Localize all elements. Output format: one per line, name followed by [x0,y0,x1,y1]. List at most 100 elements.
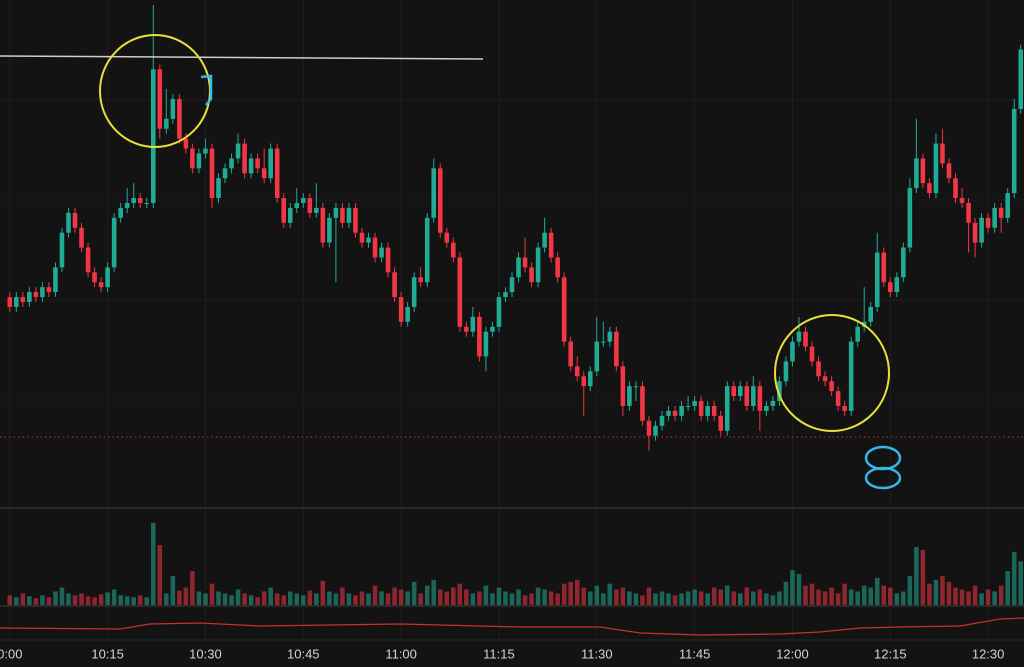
candle-body [933,143,939,194]
candle-body [979,217,984,243]
candle-body [287,207,293,223]
volume-bar [724,585,730,605]
candle-body [868,306,874,322]
volume-bar [535,587,541,605]
candle-body [46,287,52,293]
volume-bar [529,593,534,605]
volume-bar [594,585,600,605]
candle-body [477,316,482,357]
candle-body [470,316,476,332]
candle-body [672,410,678,416]
volume-bar [855,591,860,605]
volume-bar [457,583,463,605]
candle-body [503,292,508,298]
volume-bar [118,595,123,605]
candle-body [653,425,658,436]
candle-body [150,69,156,203]
candle-body [118,207,123,218]
candle-body [927,183,932,194]
candle-body [1018,49,1024,109]
volume-bar [822,591,828,605]
volume-bar [203,593,208,605]
candle-body [985,217,991,228]
candle-body [424,217,430,283]
candle-body [33,292,39,298]
candle-body [229,158,234,169]
volume-bar [640,595,645,605]
candle-body [483,331,489,357]
candle-body [829,381,834,392]
candle-body [405,306,410,322]
candle-body [333,207,339,218]
volume-bar [209,583,215,605]
volume-bar [451,587,456,605]
volume-bar [516,589,521,605]
volume-bar [59,587,65,605]
x-tick-label: 12:15 [874,646,907,661]
volume-bar [464,589,469,605]
volume-bar [27,596,32,605]
candle-body [170,99,176,119]
highlight-circle [774,314,890,432]
candle-body [614,331,619,367]
candle-body [855,326,860,342]
volume-bar [424,585,430,605]
volume-bar [861,585,867,605]
candle-body [522,257,528,268]
volume-bar [7,595,13,605]
x-tick-label: 11:45 [679,646,711,661]
volume-bar [490,593,495,605]
volume-bar [405,591,410,605]
candle-body [783,361,789,382]
volume-bar [627,591,632,605]
volume-bar [190,571,195,605]
candle-body [144,202,150,204]
candle-body [542,232,547,248]
candle-body [516,257,521,278]
candle-body [79,227,84,248]
candle-body [53,267,58,293]
volume-bar [848,589,854,605]
candle-body [594,341,600,372]
candle-body [724,386,730,431]
volume-bar [829,587,834,605]
volume-bar [646,587,652,605]
candle-body [105,267,110,288]
volume-bar [953,587,958,605]
volume-bar [548,591,554,605]
candle-body [124,202,130,208]
candle-body [946,163,952,179]
candle-body [953,178,958,199]
price-pane [7,4,1024,451]
volume-bar [998,585,1004,605]
volume-bar [20,593,26,605]
volume-bar [907,576,913,605]
volume-bar [568,581,573,605]
volume-bar [242,593,247,605]
candle-body [203,148,208,154]
volume-bar [170,576,176,605]
candle-body [966,202,971,223]
x-tick-label: 11:15 [483,646,515,661]
volume-bar [235,589,241,605]
candle-body [490,326,495,332]
candle-body [72,212,78,228]
volume-bar [111,589,117,605]
candle-body [842,405,847,411]
volume-bar [542,589,547,605]
candle-body [209,148,215,199]
volume-bar [137,595,143,605]
candle-body [888,282,893,293]
candle-body [901,247,906,278]
candle-body [40,287,45,298]
volume-bar [809,583,815,605]
candle-body [607,331,613,342]
candle-body [372,237,378,258]
candle-body [216,178,221,199]
x-axis: 0:00 10:15 10:30 10:45 11:00 11:15 11:30 11:45 1… [0,646,1004,661]
volume-bar [85,596,91,605]
candle-body [587,371,593,387]
volume-bar [66,593,71,605]
volume-bar [503,591,508,605]
